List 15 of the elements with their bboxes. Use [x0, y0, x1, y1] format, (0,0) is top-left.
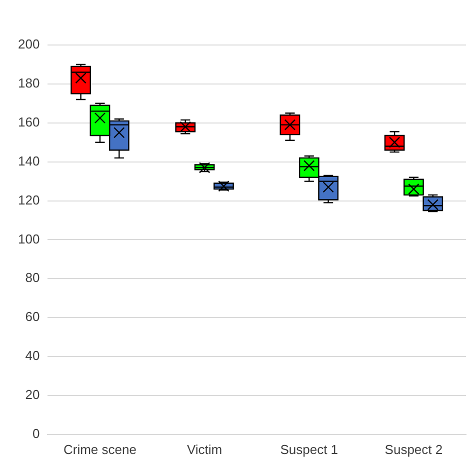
y-tick-label: 160 [18, 114, 40, 130]
y-tick-label: 40 [25, 348, 40, 364]
x-tick-label: Suspect 1 [280, 442, 338, 457]
y-tick-label: 20 [25, 387, 40, 402]
y-tick-label: 60 [25, 309, 40, 324]
y-tick-label: 180 [18, 76, 40, 91]
y-tick-label: 140 [18, 153, 40, 168]
y-tick-label: 120 [18, 192, 40, 208]
x-tick-label: Victim [186, 442, 222, 457]
x-tick-label: Crime scene [63, 442, 136, 457]
y-tick-label: 200 [18, 36, 40, 52]
y-tick-label: 100 [18, 231, 40, 246]
y-tick-label: 80 [25, 270, 40, 286]
x-tick-label: Suspect 2 [384, 442, 443, 457]
y-tick-label: 0 [32, 426, 40, 441]
